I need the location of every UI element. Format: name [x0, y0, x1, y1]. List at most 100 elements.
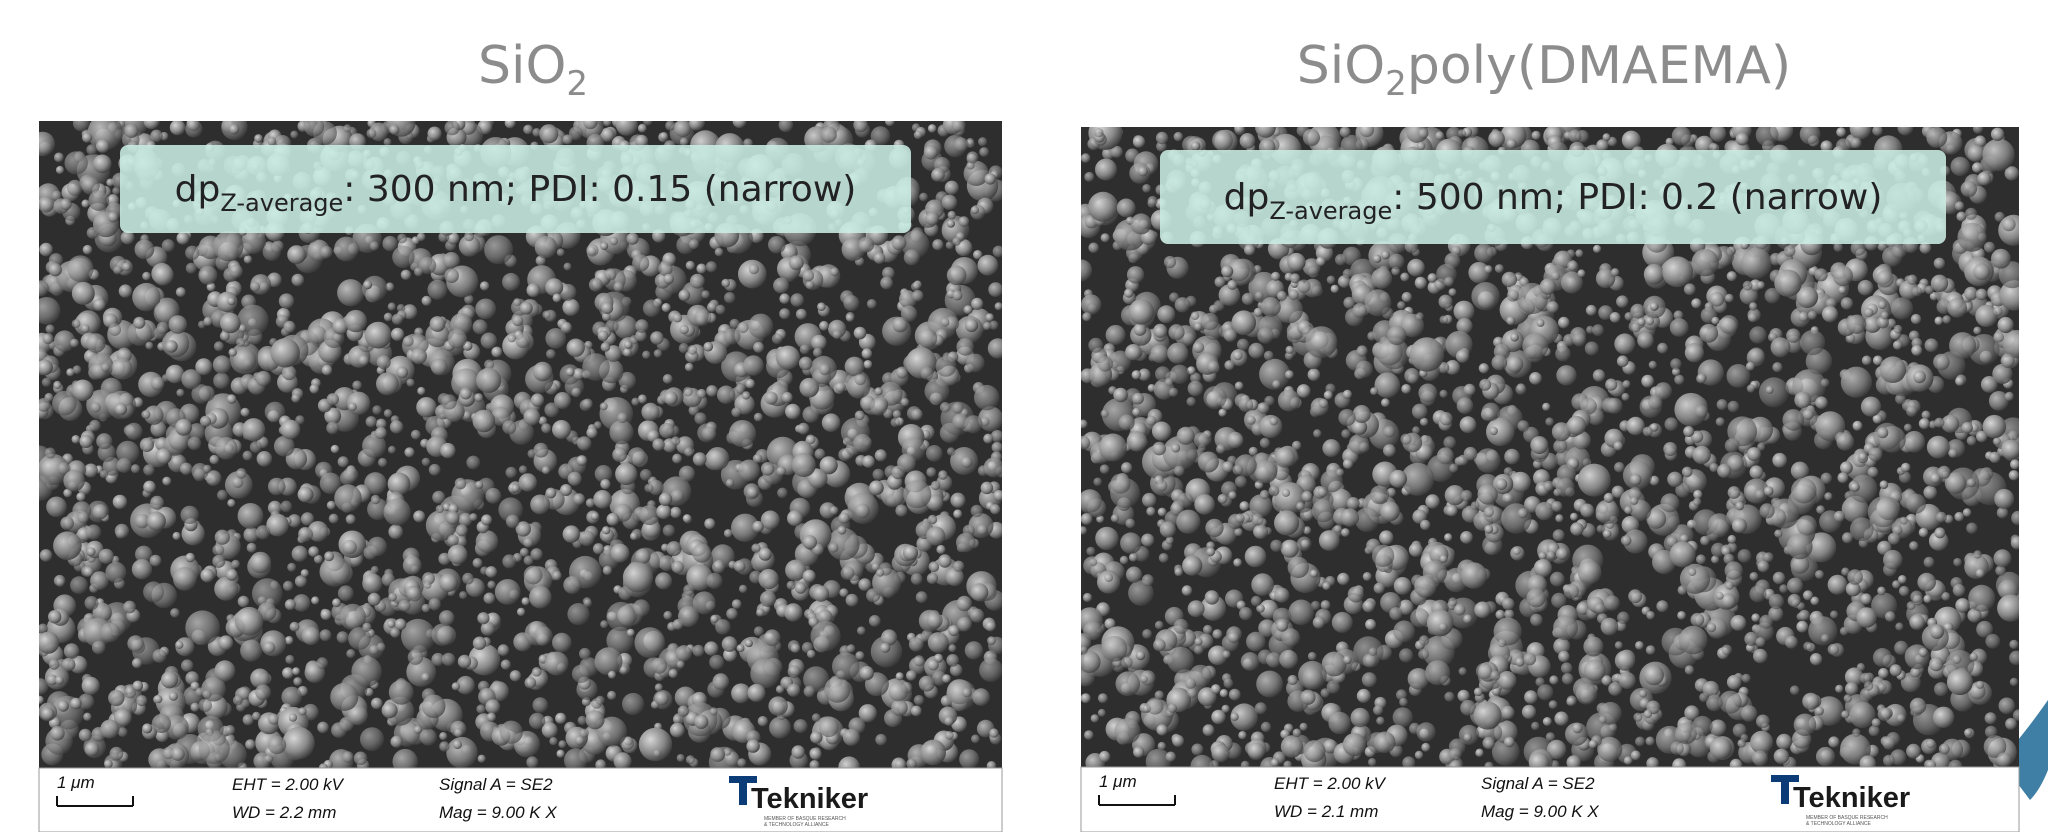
particle [263, 642, 275, 654]
particle [927, 573, 938, 584]
particle [1205, 590, 1219, 604]
particle [843, 729, 860, 746]
particle [1246, 632, 1266, 652]
particle [992, 442, 1003, 453]
particle [897, 454, 916, 473]
particle [726, 479, 734, 487]
particle [1900, 517, 1908, 525]
particle [1260, 438, 1270, 448]
particle [1100, 464, 1110, 474]
particle [1934, 682, 1948, 696]
particle [1892, 580, 1900, 588]
particle [254, 134, 263, 143]
particle [1877, 587, 1886, 596]
particle [1376, 717, 1384, 725]
particle [144, 113, 160, 129]
particle [354, 752, 368, 766]
particle [715, 248, 724, 257]
particle [327, 393, 339, 405]
particle [458, 655, 471, 668]
particle [1191, 311, 1200, 320]
particle [1419, 635, 1429, 645]
particle [564, 263, 572, 271]
particle [1644, 264, 1665, 285]
particle [524, 566, 543, 585]
particle [1610, 312, 1621, 323]
particle [1835, 685, 1843, 693]
particle [563, 576, 581, 594]
particle [938, 554, 951, 567]
particle [945, 731, 954, 740]
particle [141, 410, 150, 419]
particle [792, 453, 816, 477]
particle [589, 278, 603, 292]
particle [911, 282, 920, 291]
particle [70, 339, 79, 348]
particle [125, 687, 137, 699]
particle [411, 430, 421, 440]
particle [557, 750, 565, 758]
particle [268, 478, 286, 496]
particle [1101, 233, 1110, 242]
particle [1803, 642, 1812, 651]
particle [475, 299, 496, 320]
particle [953, 561, 964, 572]
particle [1611, 268, 1619, 276]
particle [1357, 345, 1368, 356]
particle [1297, 537, 1312, 552]
particle [1649, 361, 1657, 369]
particle [903, 480, 931, 508]
particle [108, 212, 119, 223]
particle [150, 130, 163, 143]
particle [950, 493, 965, 508]
particle [967, 151, 979, 163]
particle [1502, 598, 1514, 610]
particle [477, 612, 489, 624]
particle [1297, 280, 1311, 294]
particle [754, 413, 763, 422]
particle [1877, 427, 1888, 438]
particle [1910, 698, 1926, 714]
particle [1540, 278, 1556, 294]
particle [1266, 652, 1281, 667]
particle [1129, 553, 1138, 562]
particle [476, 704, 485, 713]
particle [1380, 502, 1400, 522]
particle [1457, 397, 1474, 414]
particle [1174, 568, 1183, 577]
particle [870, 398, 887, 415]
particle [1558, 651, 1569, 662]
particle [401, 270, 411, 280]
particle [371, 495, 380, 504]
particle [308, 546, 319, 557]
particle [1174, 132, 1183, 141]
particle [1816, 505, 1825, 514]
particle [188, 437, 202, 451]
particle [566, 368, 575, 377]
particle [346, 649, 355, 658]
particle [371, 698, 383, 710]
particle [787, 581, 796, 590]
particle [1282, 489, 1290, 497]
particle [577, 436, 591, 450]
particle [1510, 472, 1531, 493]
particle [1593, 369, 1605, 381]
particle [1967, 436, 1977, 446]
particle [693, 591, 716, 614]
particle [977, 525, 988, 536]
particle [1577, 269, 1585, 277]
particle [875, 449, 887, 461]
particle [199, 733, 230, 764]
particle [1222, 461, 1233, 472]
particle [485, 699, 500, 714]
particle [853, 118, 868, 133]
particle [525, 677, 537, 689]
particle [582, 353, 610, 381]
particle [1810, 653, 1822, 665]
particle [1919, 418, 1930, 429]
particle [838, 512, 849, 523]
particle [285, 599, 296, 610]
particle [956, 338, 974, 356]
particle [875, 387, 883, 395]
particle [1621, 535, 1632, 546]
